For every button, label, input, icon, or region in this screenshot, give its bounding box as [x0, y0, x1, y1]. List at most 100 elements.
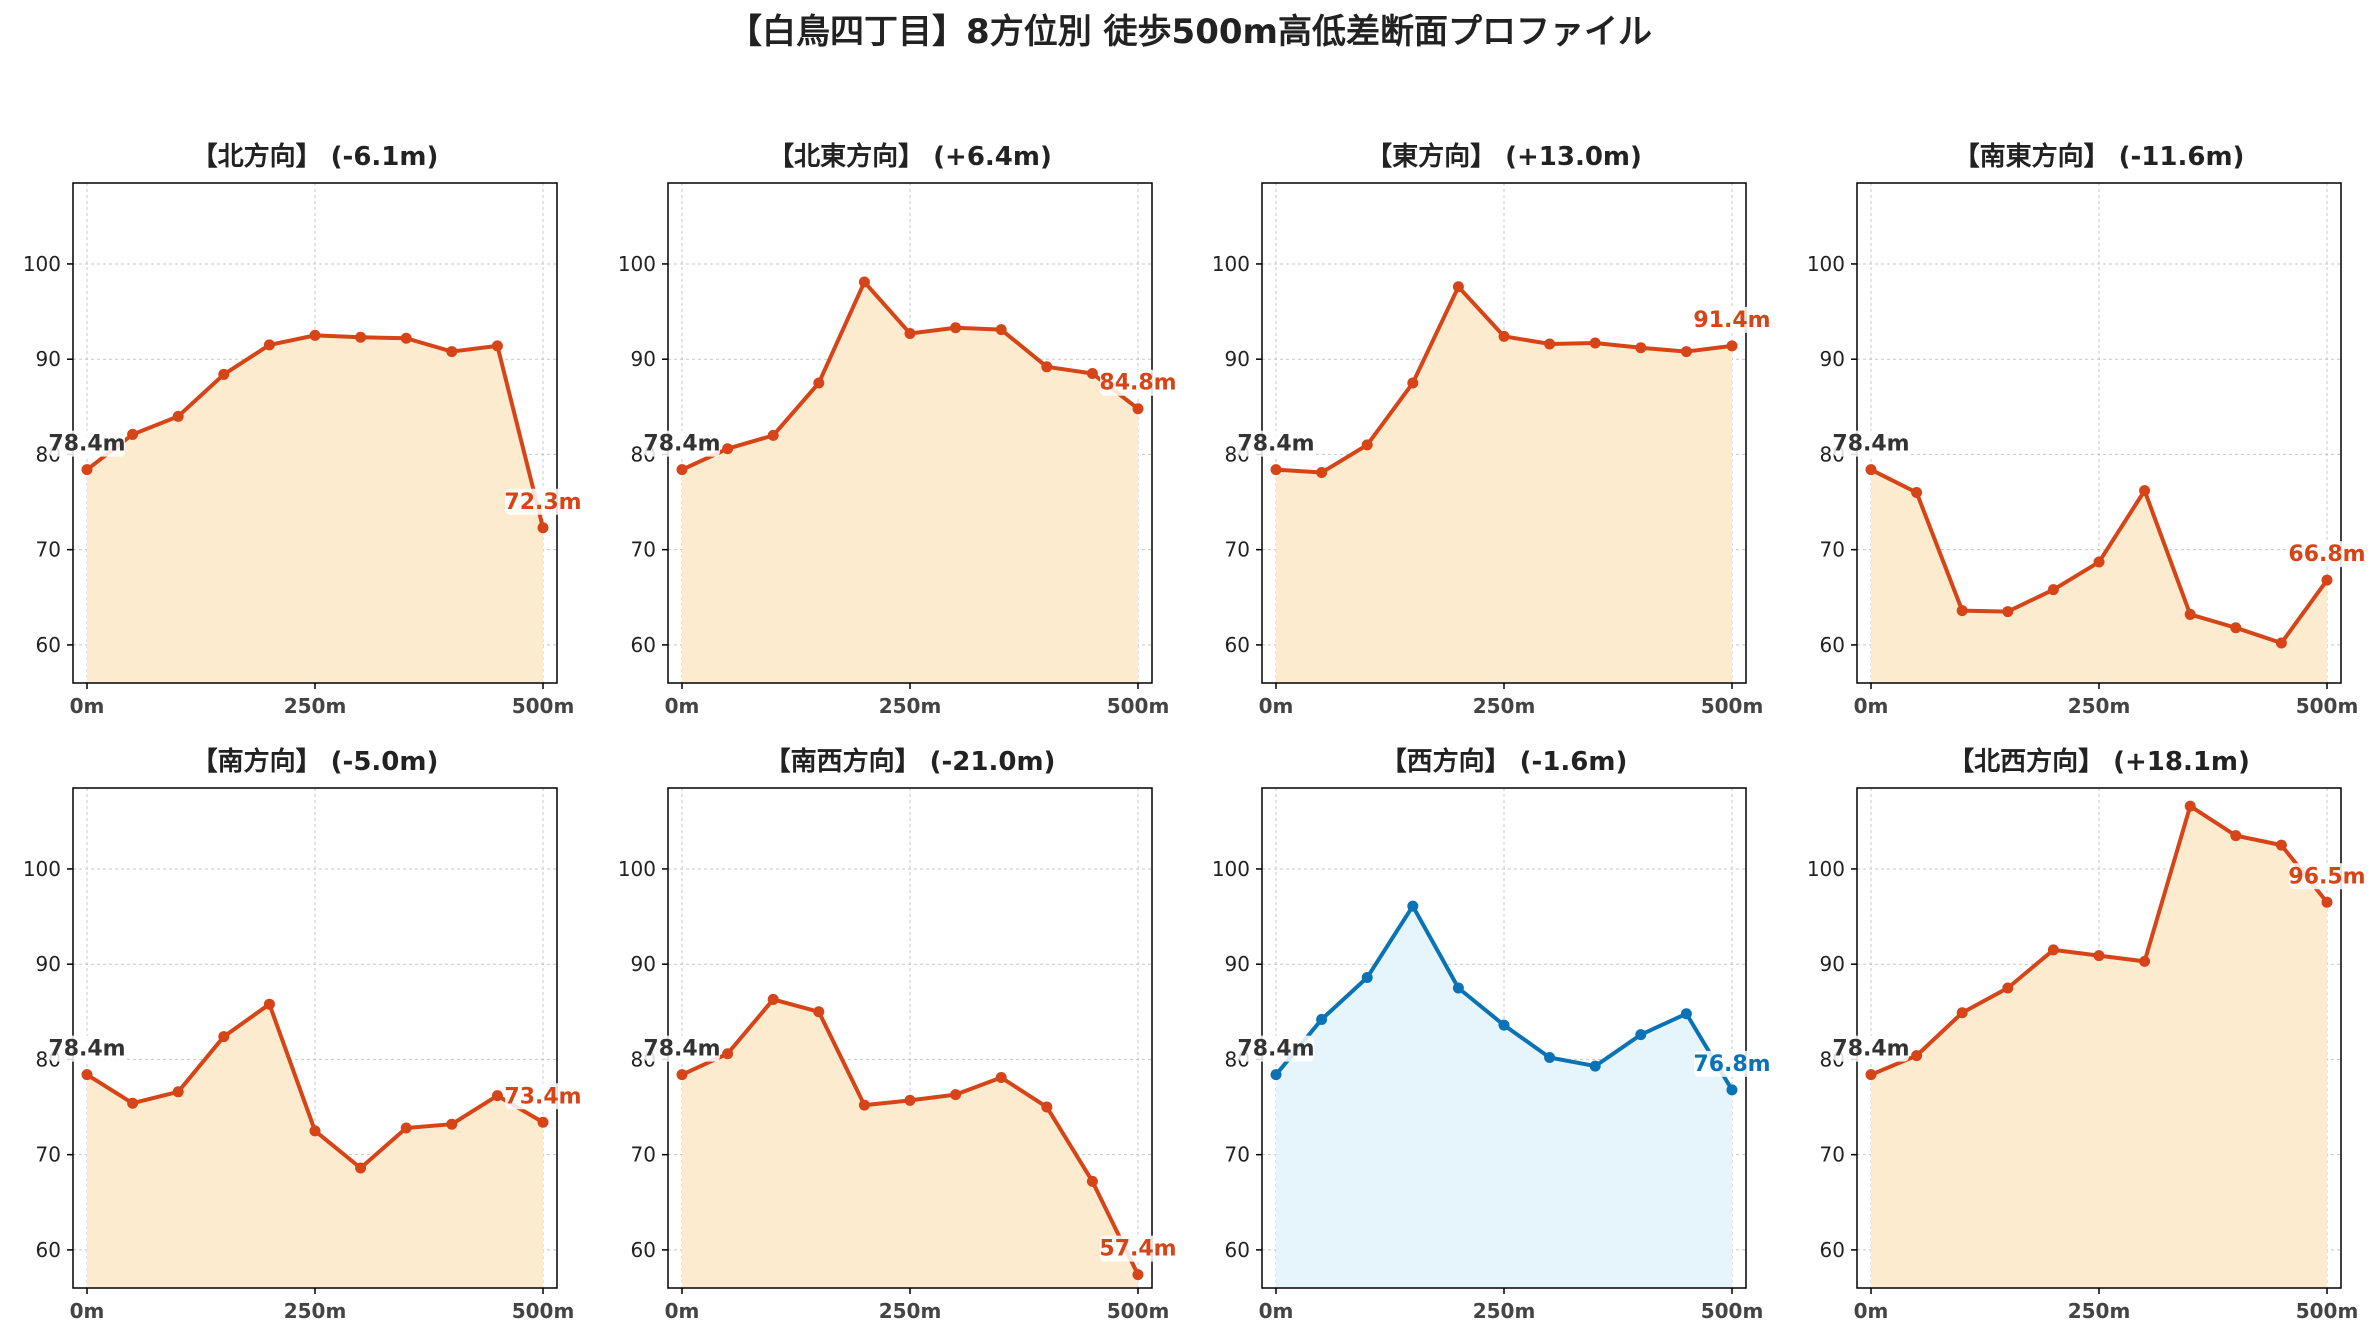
data-point	[263, 998, 275, 1010]
data-point	[1452, 982, 1464, 994]
x-tick-label: 250m	[879, 1299, 942, 1323]
elevation-area	[87, 1004, 543, 1288]
data-point	[904, 327, 916, 339]
x-tick-label: 250m	[284, 694, 347, 718]
data-point	[995, 324, 1007, 336]
data-point	[2184, 608, 2196, 620]
y-tick-label: 90	[631, 347, 656, 371]
end-elevation-label: 91.4m	[1693, 308, 1770, 333]
start-label-box	[49, 430, 125, 457]
x-tick-label: 500m	[512, 694, 575, 718]
data-point	[1316, 1013, 1328, 1025]
elevation-area	[1276, 906, 1732, 1288]
start-elevation-label: 78.4m	[643, 1037, 720, 1062]
data-point	[172, 1086, 184, 1098]
start-label-box	[49, 1035, 125, 1062]
data-point	[537, 522, 549, 534]
x-tick-label: 0m	[70, 694, 105, 718]
x-tick-label: 0m	[1854, 694, 1889, 718]
data-point	[1544, 1052, 1556, 1064]
subplot-title: 【西方向】 (-1.6m)	[1381, 746, 1628, 777]
start-elevation-label: 78.4m	[1237, 432, 1314, 457]
data-point	[263, 339, 275, 351]
x-tick-label: 0m	[1259, 1299, 1294, 1323]
start-label-box	[644, 1035, 720, 1062]
y-tick-label: 90	[1225, 952, 1250, 976]
start-elevation-label: 78.4m	[1832, 432, 1909, 457]
y-tick-label: 100	[23, 252, 61, 276]
elevation-area	[87, 335, 543, 683]
subplot-title: 【北西方向】 (+18.1m)	[1948, 746, 2250, 777]
data-point	[1361, 972, 1373, 984]
y-tick-label: 70	[36, 538, 61, 562]
y-tick-label: 70	[36, 1143, 61, 1167]
data-point	[127, 1097, 139, 1109]
data-point	[1865, 464, 1877, 476]
data-point	[2002, 606, 2014, 618]
x-tick-label: 250m	[284, 1299, 347, 1323]
start-elevation-label: 78.4m	[643, 432, 720, 457]
data-point	[1956, 605, 1968, 617]
data-point	[1407, 377, 1419, 389]
y-tick-label: 100	[1807, 857, 1845, 881]
subplot-title: 【南西方向】 (-21.0m)	[765, 746, 1056, 777]
x-tick-label: 0m	[70, 1299, 105, 1323]
end-label-box	[2289, 541, 2365, 568]
x-tick-label: 500m	[2296, 694, 2359, 718]
y-tick-label: 90	[36, 952, 61, 976]
data-point	[2139, 955, 2151, 967]
data-point	[1680, 1008, 1692, 1020]
data-point	[676, 1069, 688, 1081]
end-label-box	[1100, 1235, 1176, 1262]
x-tick-label: 0m	[1854, 1299, 1889, 1323]
data-point	[1911, 487, 1923, 499]
y-tick-label: 60	[631, 1238, 656, 1262]
data-point	[1726, 340, 1738, 352]
x-tick-label: 250m	[2068, 694, 2131, 718]
data-point	[2093, 556, 2105, 568]
data-point	[1452, 281, 1464, 293]
subplot-title: 【南東方向】 (-11.6m)	[1954, 141, 2245, 172]
data-point	[2230, 622, 2242, 634]
data-point	[2047, 944, 2059, 956]
subplot-title: 【南方向】 (-5.0m)	[192, 746, 439, 777]
x-tick-label: 500m	[1701, 694, 1764, 718]
data-point	[355, 1162, 367, 1174]
data-point	[1041, 1101, 1053, 1113]
end-elevation-label: 66.8m	[2288, 542, 2365, 567]
end-elevation-label: 57.4m	[1099, 1237, 1176, 1262]
data-point	[904, 1094, 916, 1106]
data-point	[1635, 1029, 1647, 1041]
data-point	[858, 1099, 870, 1111]
data-point	[81, 1069, 93, 1081]
data-point	[127, 428, 139, 440]
x-tick-label: 500m	[1107, 1299, 1170, 1323]
y-tick-label: 90	[1820, 952, 1845, 976]
end-label-box	[505, 488, 581, 515]
data-point	[2184, 800, 2196, 812]
data-point	[172, 410, 184, 422]
start-elevation-label: 78.4m	[48, 1037, 125, 1062]
data-point	[1361, 439, 1373, 451]
x-tick-label: 0m	[665, 1299, 700, 1323]
x-tick-label: 250m	[1473, 1299, 1536, 1323]
data-point	[1132, 403, 1144, 415]
start-label-box	[1833, 1035, 1909, 1062]
end-elevation-label: 73.4m	[504, 1084, 581, 1109]
data-point	[1635, 342, 1647, 354]
start-elevation-label: 78.4m	[1237, 1037, 1314, 1062]
data-point	[722, 443, 734, 455]
data-point	[1544, 338, 1556, 350]
data-point	[1316, 467, 1328, 479]
data-point	[81, 464, 93, 476]
y-tick-label: 60	[1820, 633, 1845, 657]
data-point	[400, 332, 412, 344]
data-point	[309, 329, 321, 341]
data-point	[2321, 896, 2333, 908]
end-label-box	[2289, 863, 2365, 890]
